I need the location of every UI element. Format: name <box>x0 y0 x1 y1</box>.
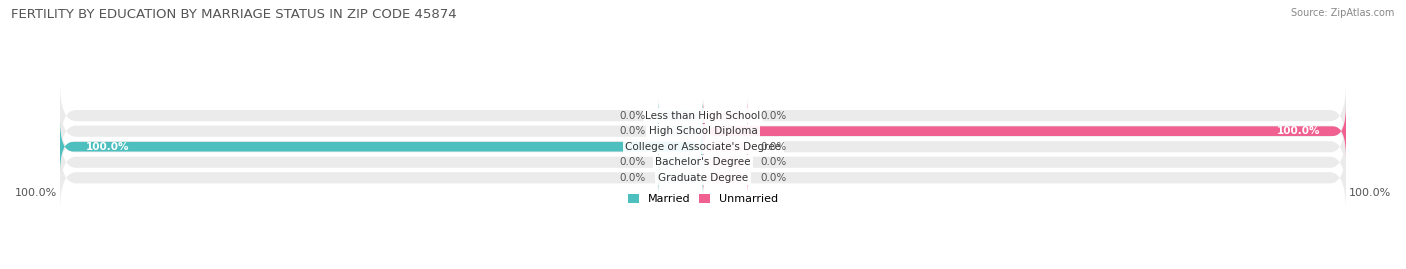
Text: 100.0%: 100.0% <box>1277 126 1320 136</box>
Text: High School Diploma: High School Diploma <box>648 126 758 136</box>
Text: 100.0%: 100.0% <box>1348 188 1391 198</box>
Text: 0.0%: 0.0% <box>761 142 787 152</box>
FancyBboxPatch shape <box>703 144 748 181</box>
Text: 0.0%: 0.0% <box>761 173 787 183</box>
FancyBboxPatch shape <box>60 98 1346 164</box>
FancyBboxPatch shape <box>60 114 1346 180</box>
Text: 0.0%: 0.0% <box>619 157 645 167</box>
Text: College or Associate's Degree: College or Associate's Degree <box>626 142 780 152</box>
Text: 0.0%: 0.0% <box>761 111 787 121</box>
Text: 0.0%: 0.0% <box>619 126 645 136</box>
FancyBboxPatch shape <box>703 97 748 134</box>
Text: 0.0%: 0.0% <box>761 157 787 167</box>
Text: Bachelor's Degree: Bachelor's Degree <box>655 157 751 167</box>
Text: Source: ZipAtlas.com: Source: ZipAtlas.com <box>1291 8 1395 18</box>
Text: Graduate Degree: Graduate Degree <box>658 173 748 183</box>
Text: Less than High School: Less than High School <box>645 111 761 121</box>
Text: FERTILITY BY EDUCATION BY MARRIAGE STATUS IN ZIP CODE 45874: FERTILITY BY EDUCATION BY MARRIAGE STATU… <box>11 8 457 21</box>
FancyBboxPatch shape <box>658 144 703 181</box>
FancyBboxPatch shape <box>658 159 703 196</box>
Text: 0.0%: 0.0% <box>619 173 645 183</box>
FancyBboxPatch shape <box>658 97 703 134</box>
FancyBboxPatch shape <box>60 82 1346 149</box>
Text: 100.0%: 100.0% <box>15 188 58 198</box>
FancyBboxPatch shape <box>703 159 748 196</box>
FancyBboxPatch shape <box>703 105 1346 157</box>
FancyBboxPatch shape <box>658 113 703 150</box>
FancyBboxPatch shape <box>60 129 1346 196</box>
Legend: Married, Unmarried: Married, Unmarried <box>623 189 783 209</box>
FancyBboxPatch shape <box>60 144 1346 211</box>
FancyBboxPatch shape <box>60 121 703 173</box>
FancyBboxPatch shape <box>703 128 748 165</box>
Text: 100.0%: 100.0% <box>86 142 129 152</box>
Text: 0.0%: 0.0% <box>619 111 645 121</box>
